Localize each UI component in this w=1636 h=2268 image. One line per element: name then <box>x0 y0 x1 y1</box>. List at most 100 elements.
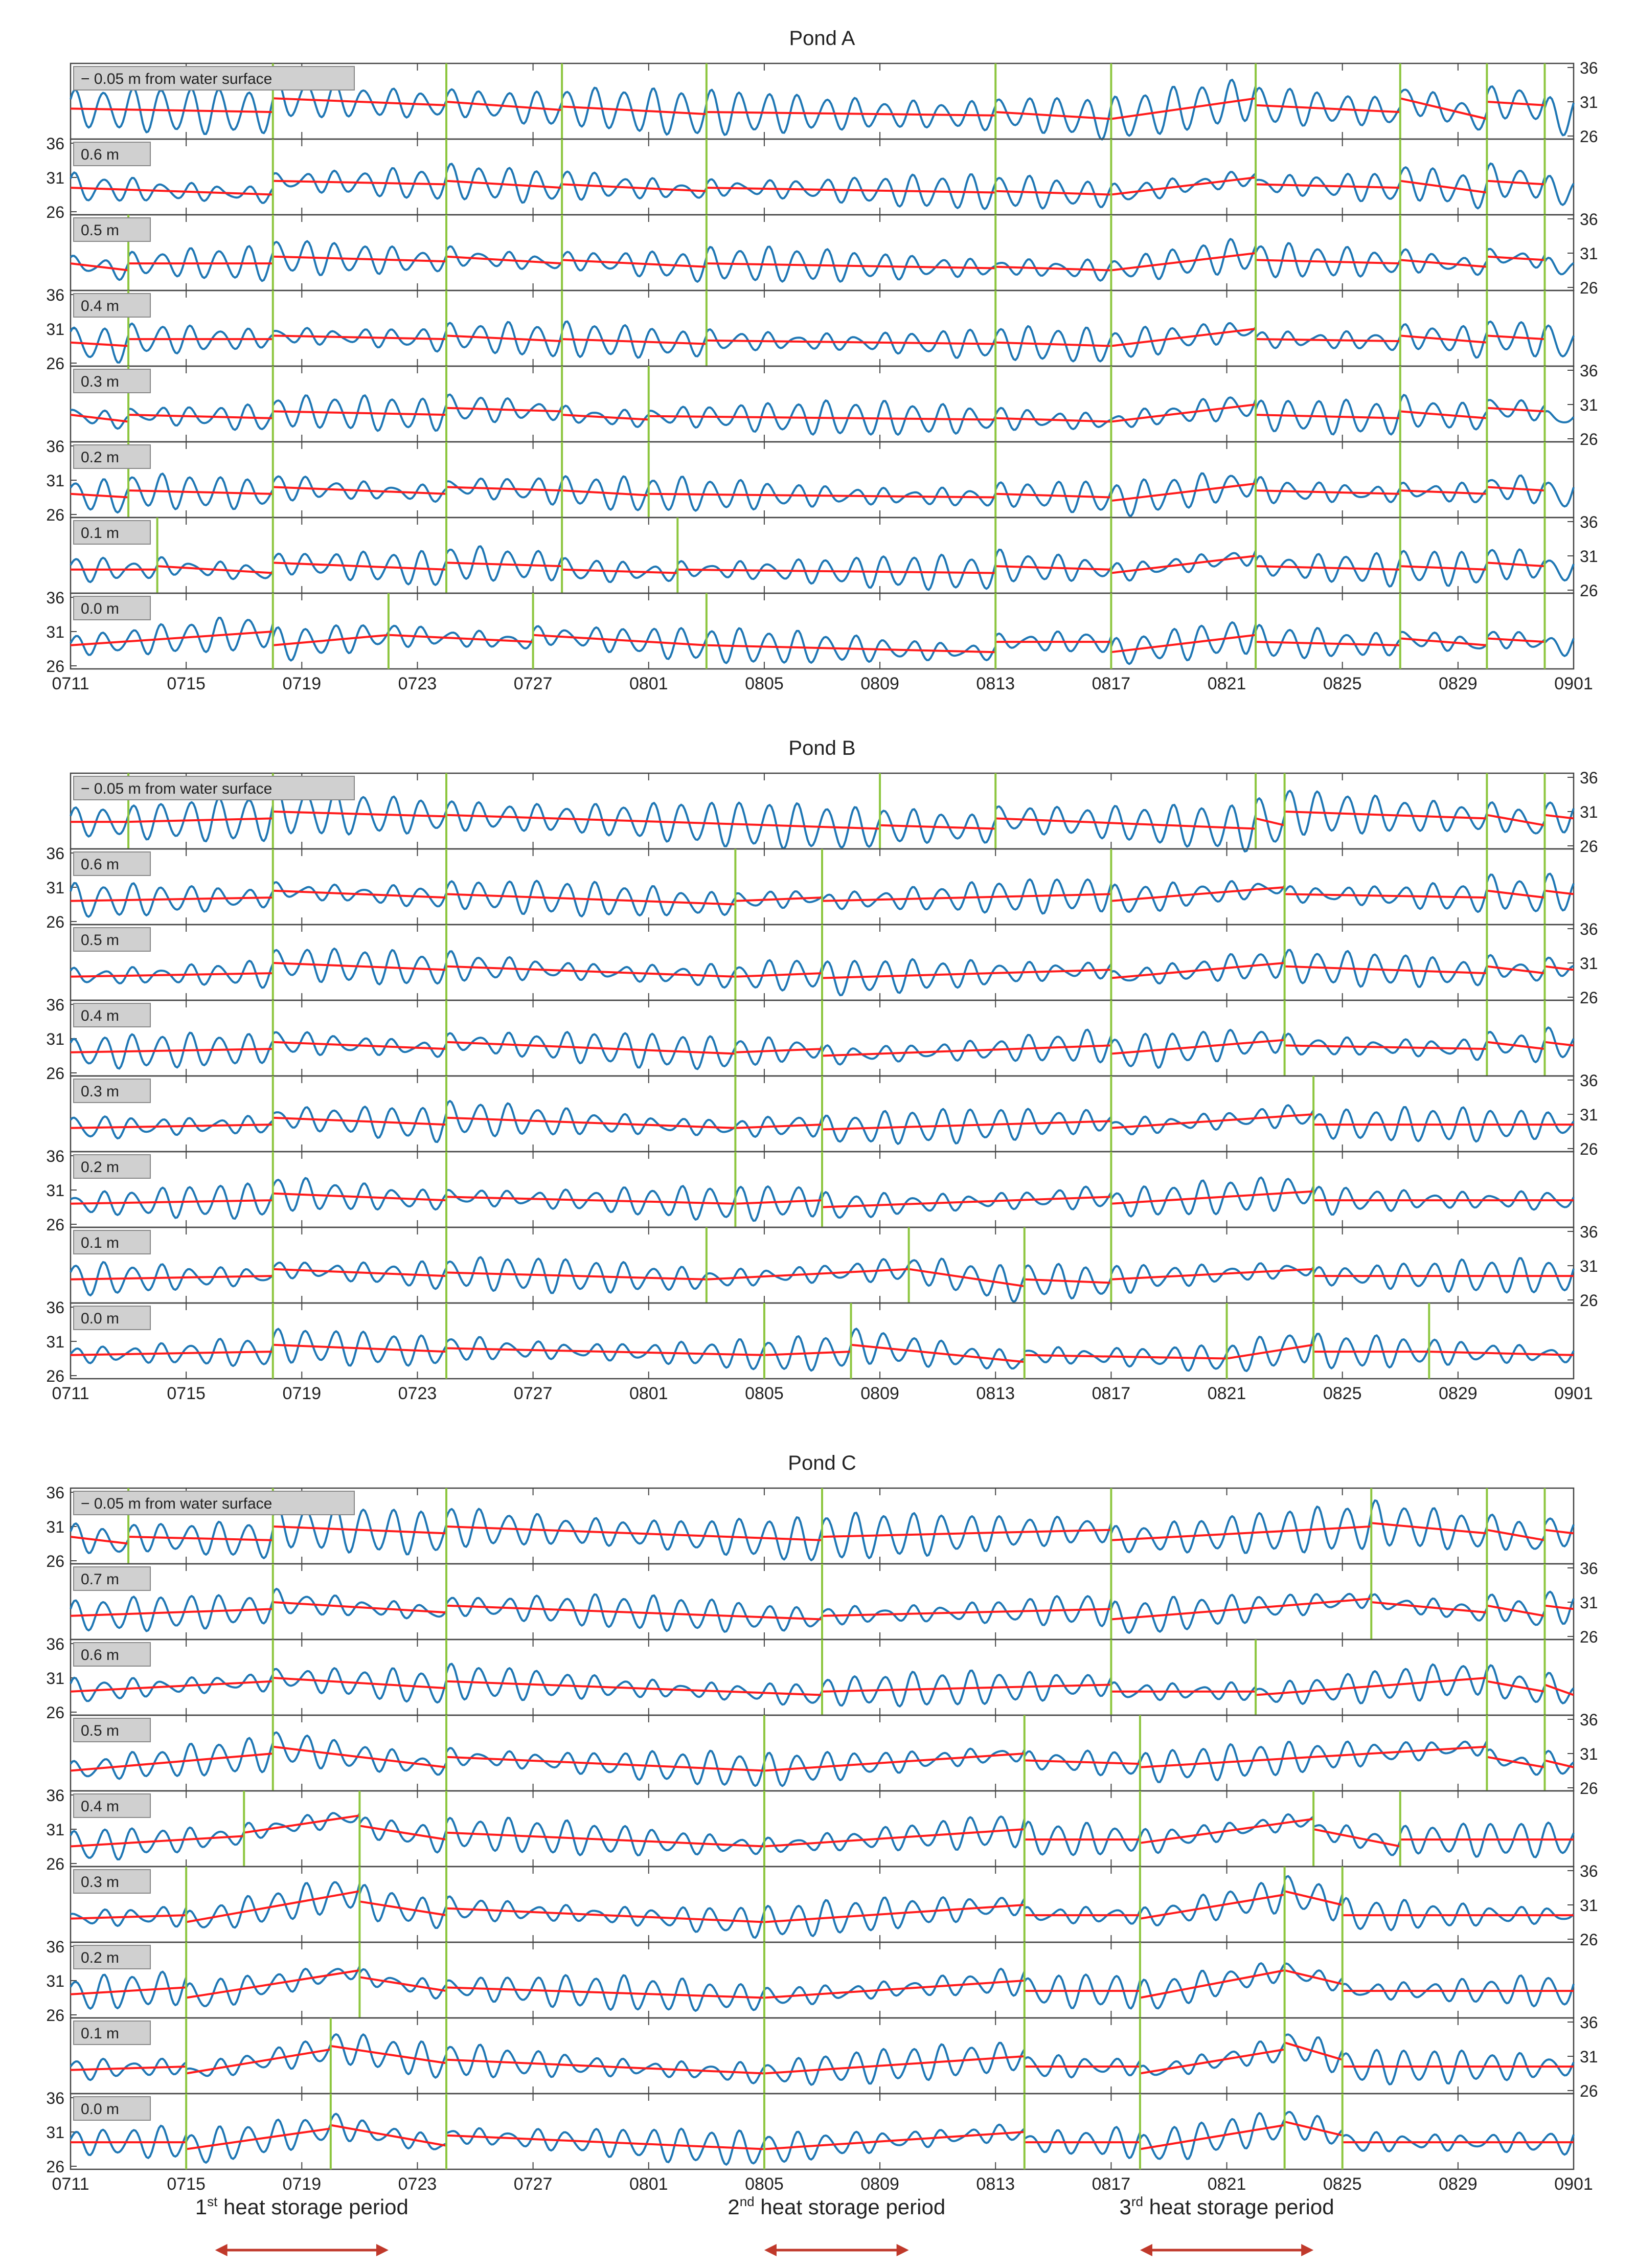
panel-0.1-m: 26 31 36 0.1 m <box>70 2013 1598 2100</box>
observed-series <box>70 617 1575 665</box>
x-tick-label: 0825 <box>1323 1384 1362 1403</box>
x-tick-label: 0813 <box>976 674 1015 693</box>
trend-segment <box>446 2134 765 2150</box>
trend-segment <box>1111 634 1256 654</box>
depth-label-box <box>73 520 151 545</box>
trend-segment <box>822 1683 1111 1693</box>
trend-segment <box>706 111 996 117</box>
panel-frame <box>70 517 1575 594</box>
trend-segment <box>1487 1529 1545 1541</box>
observed-series <box>70 1875 1575 1939</box>
y-tick-label: 26 <box>46 1367 64 1385</box>
trend-segment <box>562 338 707 345</box>
trend-segment <box>1487 486 1545 492</box>
y-tick-label: 31 <box>46 1030 64 1048</box>
trend-segment <box>70 2065 187 2071</box>
trend-segment <box>706 1268 909 1281</box>
trend-segment <box>70 1275 273 1281</box>
y-tick-label: 26 <box>46 657 64 676</box>
depth-label: 0.6 m <box>81 856 119 873</box>
y-tick-label: 26 <box>1580 430 1598 448</box>
trend-segment <box>1284 811 1487 820</box>
depth-label-box <box>73 142 151 166</box>
depth-label: 0.0 m <box>81 600 119 617</box>
trend-segment <box>1544 1529 1574 1535</box>
trend-segment <box>70 107 273 114</box>
chart-title: Pond C <box>788 1452 856 1474</box>
trend-segment <box>1111 328 1256 347</box>
depth-label-box <box>73 1945 151 1969</box>
x-tick-label: 0817 <box>1092 2174 1131 2194</box>
trend-segment <box>70 262 129 272</box>
observed-series <box>70 1176 1575 1222</box>
trend-segment <box>822 1529 1111 1538</box>
trend-segment <box>446 1271 707 1281</box>
y-tick-label: 26 <box>1580 1930 1598 1949</box>
trend-segment <box>1371 1522 1487 1535</box>
y-tick-label: 26 <box>1580 127 1598 146</box>
trend-segment <box>272 1677 447 1690</box>
trend-segment <box>70 631 273 646</box>
trend-segment <box>446 1041 736 1055</box>
panel-frame <box>70 1226 1575 1304</box>
x-tick-label: 0715 <box>167 1384 206 1403</box>
trend-segment <box>446 1907 765 1923</box>
trend-segment <box>1487 255 1545 261</box>
trend-segment <box>70 1536 129 1545</box>
trend-segment <box>128 414 273 419</box>
trend-segment <box>272 334 447 341</box>
trend-segment <box>1111 97 1256 120</box>
trend-segment <box>157 565 273 574</box>
depth-label: 0.1 m <box>81 525 119 542</box>
y-tick-label: 26 <box>1580 837 1598 856</box>
y-tick-label: 26 <box>46 1216 64 1234</box>
trend-segment <box>272 410 447 416</box>
trend-segment <box>735 896 823 902</box>
y-tick-label: 31 <box>46 2123 64 2142</box>
trend-segment <box>995 565 1111 571</box>
depth-label-box <box>73 66 355 91</box>
chart-title: Pond A <box>789 27 855 50</box>
trend-segment <box>1284 2120 1343 2137</box>
trend-segment <box>1255 817 1285 826</box>
trend-segment <box>995 341 1111 347</box>
depth-label-box <box>73 1642 151 1667</box>
trend-segment <box>1429 1351 1574 1356</box>
trend-segment <box>562 105 707 116</box>
trend-segment <box>70 1199 273 1205</box>
x-tick-label: 0719 <box>282 1384 321 1403</box>
trend-segment <box>1256 489 1400 495</box>
depth-label-box <box>73 2096 151 2121</box>
y-tick-label: 36 <box>46 437 64 456</box>
observed-series <box>70 787 1575 852</box>
trend-segment <box>1140 2124 1285 2150</box>
x-tick-label: 0727 <box>514 674 553 693</box>
trend-segment <box>1256 641 1400 646</box>
trend-segment <box>272 1343 447 1353</box>
trend-segment <box>1400 565 1487 571</box>
panel-0.5-m: 26 31 36 0.5 m <box>70 210 1598 297</box>
observed-series <box>70 1812 1575 1860</box>
depth-label: 0.7 m <box>81 1571 119 1588</box>
trend-segment <box>533 634 707 646</box>
x-tick-label: 0829 <box>1439 2174 1478 2194</box>
depth-label-box <box>73 1230 151 1254</box>
y-tick-label: 26 <box>1580 581 1598 600</box>
observed-series <box>70 162 1575 210</box>
trend-segment <box>648 492 996 499</box>
depth-label-box <box>73 851 151 876</box>
trend-segment <box>1400 179 1487 194</box>
trend-segment <box>243 1814 360 1834</box>
y-tick-label: 31 <box>46 1518 64 1536</box>
trend-segment <box>1487 637 1545 643</box>
trend-segment <box>1284 1890 1343 1906</box>
x-tick-label: 0719 <box>282 2174 321 2194</box>
y-tick-label: 36 <box>46 1147 64 1165</box>
y-tick-label: 26 <box>46 506 64 524</box>
trend-segment <box>272 255 447 263</box>
y-tick-label: 26 <box>46 203 64 221</box>
depth-label-box <box>73 927 151 952</box>
trend-segment <box>995 190 1111 196</box>
observed-series <box>70 77 1575 141</box>
